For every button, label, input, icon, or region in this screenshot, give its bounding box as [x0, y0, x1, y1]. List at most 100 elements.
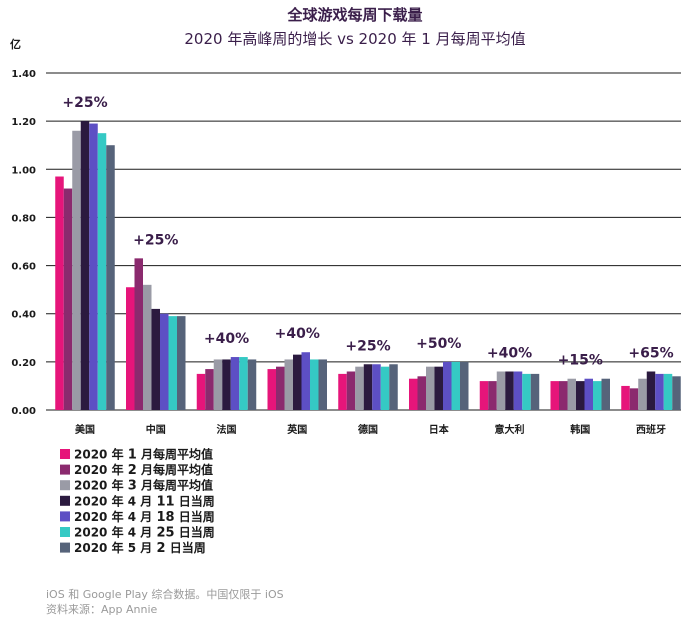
x-tick-label: 意大利 [495, 423, 525, 436]
bar [338, 373, 347, 410]
legend-entry: 2020 年 4 月 25 日当周 [74, 525, 215, 541]
growth-label: +25% [62, 95, 107, 111]
bar [576, 381, 585, 410]
legend-entry: 2020 年 4 月 18 日当周 [74, 509, 215, 525]
x-tick-label: 美国 [75, 423, 95, 436]
bar [417, 376, 426, 410]
x-tick-label: 西班牙 [636, 423, 666, 436]
bar [584, 378, 593, 410]
x-tick-label: 中国 [146, 423, 166, 436]
legend-entry: 2020 年 3 月每周平均值 [74, 478, 213, 494]
legend-entry: 2020 年 1 月每周平均值 [74, 447, 213, 463]
bar [380, 366, 390, 410]
growth-labels: +25% +25% +40% +40% +25% +50% +40% +15% +65% [62, 95, 673, 369]
bar [134, 258, 143, 410]
y-tick-label: 0.00 [11, 406, 36, 417]
y-tick-label: 0.20 [11, 358, 36, 369]
bar [293, 354, 302, 410]
legend-entry: 2020 年 5 月 2 日当周 [74, 540, 206, 556]
y-axis-unit-label: 亿 [10, 37, 21, 51]
growth-label: +25% [133, 232, 178, 248]
bar [239, 357, 248, 410]
bar [196, 373, 206, 410]
bar [222, 359, 231, 410]
bar [522, 373, 531, 410]
growth-label: +40% [487, 345, 532, 361]
growth-label: +15% [558, 353, 603, 369]
bar [97, 133, 107, 410]
x-tick-label: 韩国 [570, 423, 590, 436]
bar [346, 371, 356, 410]
bar [72, 130, 81, 410]
bar [488, 381, 497, 410]
bar [106, 145, 115, 410]
y-tick-label: 1.00 [11, 165, 36, 176]
bar [409, 378, 418, 410]
y-tick-label: 1.40 [11, 69, 36, 80]
bar [646, 371, 656, 410]
growth-label: +25% [345, 338, 390, 354]
legend-entry: 2020 年 4 月 11 日当周 [74, 493, 215, 509]
bar [559, 381, 568, 410]
bar [451, 361, 460, 410]
y-axis-ticks: 0.00 0.20 0.40 0.60 0.80 1.00 1.20 1.40 [11, 69, 36, 417]
bar [213, 359, 223, 410]
bar [638, 378, 647, 410]
bar [655, 373, 664, 410]
bar [593, 381, 602, 410]
y-tick-label: 0.60 [11, 262, 36, 273]
bar [80, 121, 90, 410]
bar [230, 357, 240, 410]
legend-swatch [60, 449, 70, 459]
bar [389, 364, 398, 410]
bar [372, 364, 381, 410]
bar [355, 366, 364, 410]
bar [530, 373, 540, 410]
bar [621, 385, 630, 410]
bar [143, 284, 152, 410]
legend-swatch [60, 480, 70, 491]
bar [177, 316, 186, 410]
bar [151, 308, 160, 410]
x-tick-label: 日本 [429, 423, 450, 436]
bar [63, 188, 73, 410]
chart-subtitle: 2020 年高峰周的增长 vs 2020 年 1 月每周平均值 [184, 30, 525, 48]
bar [276, 366, 285, 410]
x-axis-ticks: 美国 中国 法国 英国 德国 日本 意大利 韩国 西班牙 [75, 423, 666, 436]
bar [267, 369, 276, 410]
x-tick-label: 德国 [357, 423, 378, 436]
growth-label: +40% [275, 326, 320, 342]
chart-title: 全球游戏每周下载量 [286, 6, 422, 24]
bar [443, 361, 452, 410]
bar [629, 388, 639, 410]
y-tick-label: 1.20 [11, 117, 36, 128]
bar [126, 287, 135, 410]
bar [567, 378, 576, 410]
bar [284, 359, 293, 410]
legend-entry: 2020 年 2 月每周平均值 [74, 462, 213, 478]
x-tick-label: 英国 [286, 423, 307, 436]
bar [55, 176, 64, 410]
bar [160, 313, 169, 410]
bar [301, 352, 310, 410]
bar [550, 381, 559, 410]
legend-swatch [60, 495, 70, 506]
bar [247, 359, 257, 410]
legend-swatch [60, 542, 70, 553]
x-tick-label: 法国 [217, 423, 237, 436]
bar [426, 366, 435, 410]
bar-series [55, 121, 681, 411]
legend-swatch [60, 464, 70, 475]
bar [663, 373, 673, 410]
bar [479, 381, 489, 410]
footnote-source: 资料来源：App Annie [46, 602, 158, 616]
bar [310, 359, 319, 410]
bar [89, 123, 98, 411]
bar [672, 376, 681, 410]
bar [363, 364, 373, 410]
growth-label: +65% [628, 345, 673, 361]
growth-label: +50% [416, 336, 461, 352]
bar [460, 361, 469, 410]
